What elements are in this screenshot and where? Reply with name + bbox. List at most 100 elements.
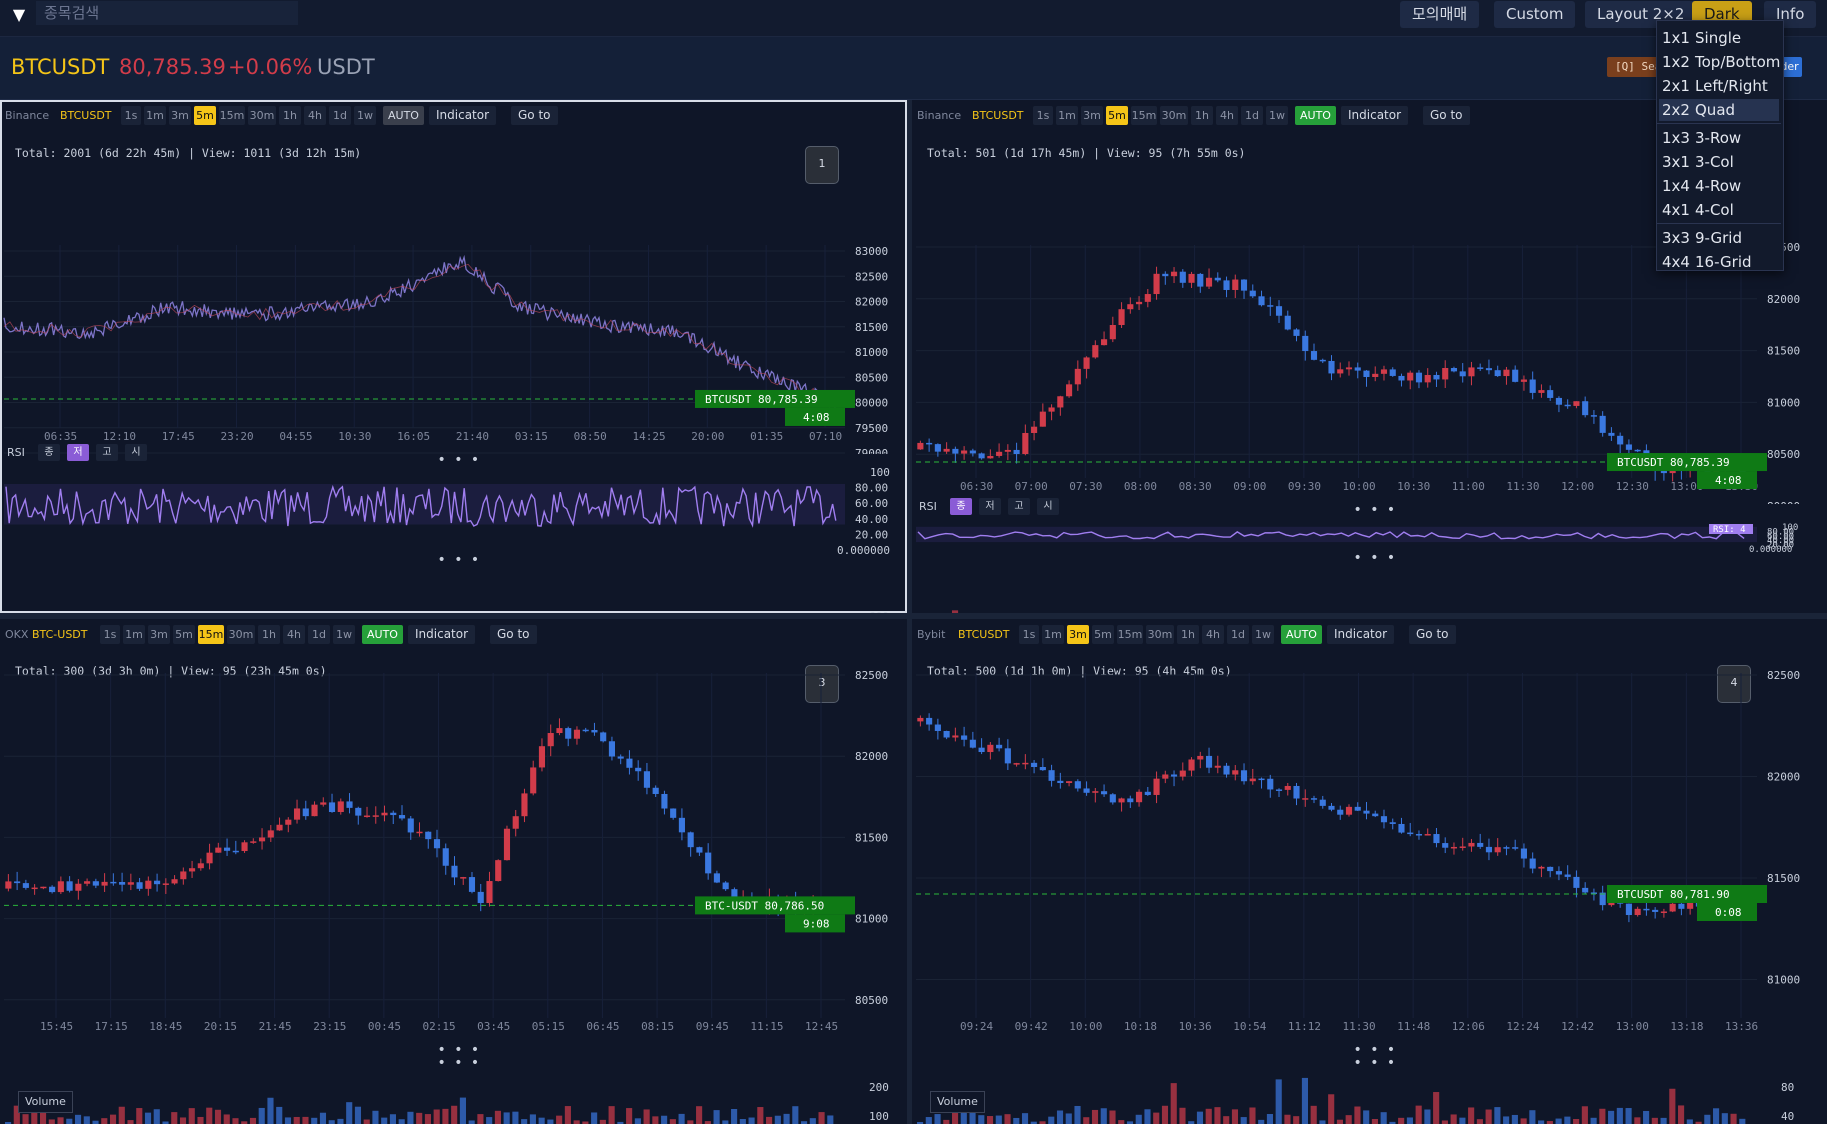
timeframe-1w[interactable]: 1w	[354, 106, 376, 125]
timeframe-1s[interactable]: 1s	[100, 625, 120, 644]
timeframe-1w[interactable]: 1w	[1266, 106, 1288, 125]
timeframe-1w[interactable]: 1w	[1252, 625, 1274, 644]
timeframe-30m[interactable]: 30m	[1160, 106, 1188, 125]
timeframe-1m[interactable]: 1m	[1042, 625, 1064, 644]
timeframe-1h[interactable]: 1h	[279, 106, 301, 125]
timeframe-1d[interactable]: 1d	[329, 106, 351, 125]
timeframe-5m[interactable]: 5m	[173, 625, 195, 644]
indicator-button[interactable]: Indicator	[429, 106, 497, 125]
timeframe-3m[interactable]: 3m	[1081, 106, 1103, 125]
custom-button[interactable]: Custom	[1494, 1, 1576, 28]
indicator-button[interactable]: Indicator	[1341, 106, 1409, 125]
pane-resize-handle[interactable]: • • •	[1353, 1042, 1398, 1058]
layout-option-1x4[interactable]: 1x4 4-Row	[1659, 175, 1779, 197]
indicator-button[interactable]: Indicator	[408, 625, 476, 644]
symbol-search-input[interactable]	[36, 1, 298, 25]
symbol-label[interactable]: BTCUSDT	[972, 109, 1024, 122]
timeframe-3m[interactable]: 3m	[1067, 625, 1089, 644]
panel-number-badge[interactable]: 4	[1717, 665, 1751, 703]
timeframe-1w[interactable]: 1w	[333, 625, 355, 644]
chart-panel-4[interactable]: Bybit BTCUSDT 1s 1m 3m 5m 15m 30m 1h 4h 1d 1w AUTO In…	[912, 619, 1827, 1124]
layout-button[interactable]: Layout 2×2	[1585, 1, 1697, 28]
timeframe-3m[interactable]: 3m	[148, 625, 170, 644]
rsi-source-3[interactable]: 시	[125, 444, 147, 461]
pane-resize-handle[interactable]: • • •	[437, 1042, 482, 1058]
timeframe-15m[interactable]: 15m	[1131, 106, 1157, 125]
timeframe-5m[interactable]: 5m	[1106, 106, 1128, 125]
layout-option-3x3[interactable]: 3x3 9-Grid	[1659, 227, 1779, 249]
layout-option-2x2[interactable]: 2x2 Quad	[1659, 99, 1779, 121]
rsi-source-2[interactable]: 고	[96, 444, 118, 461]
price-chart[interactable]: 825008200081500810008050009:2409:4210:00…	[912, 619, 1827, 1044]
pane-resize-handle[interactable]: • • •	[1353, 550, 1398, 566]
timeframe-1d[interactable]: 1d	[308, 625, 330, 644]
rsi-source-1[interactable]: 저	[979, 498, 1001, 515]
layout-option-4x1[interactable]: 4x1 4-Col	[1659, 199, 1779, 221]
timeframe-1h[interactable]: 1h	[1191, 106, 1213, 125]
chart-panel-3[interactable]: OKX BTC-USDT 1s 1m 3m 5m 15m 30m 1h 4h 1d 1w AUTO Ind…	[0, 619, 907, 1124]
rsi-source-2[interactable]: 고	[1008, 498, 1030, 515]
timeframe-1d[interactable]: 1d	[1227, 625, 1249, 644]
timeframe-15m[interactable]: 15m	[1117, 625, 1143, 644]
timeframe-1h[interactable]: 1h	[1177, 625, 1199, 644]
goto-button[interactable]: Go to	[1409, 625, 1456, 644]
rsi-chart[interactable]: 100 80.00 60.00 40.00 20.00 0.000000	[0, 466, 907, 556]
timeframe-5m[interactable]: 5m	[1092, 625, 1114, 644]
timeframe-30m[interactable]: 30m	[1146, 625, 1174, 644]
goto-button[interactable]: Go to	[511, 106, 558, 125]
pane-resize-handle[interactable]: • • •	[1353, 502, 1398, 518]
paper-trading-button[interactable]: 모의매매	[1400, 1, 1480, 28]
volume-chart[interactable]: 3002001000	[912, 608, 1827, 613]
timeframe-4h[interactable]: 4h	[283, 625, 305, 644]
timeframe-3m[interactable]: 3m	[169, 106, 191, 125]
timeframe-1m[interactable]: 1m	[123, 625, 145, 644]
timeframe-1s[interactable]: 1s	[1019, 625, 1039, 644]
panel-number-badge[interactable]: 3	[805, 665, 839, 703]
price-chart[interactable]: 83000 82500 82000 81500 81000 80500 80000 79500…	[0, 100, 907, 454]
panel-number-badge[interactable]: 1	[805, 146, 839, 184]
symbol-label[interactable]: BTCUSDT	[958, 628, 1010, 641]
layout-option-3x1[interactable]: 3x1 3-Col	[1659, 151, 1779, 173]
auto-scale-toggle[interactable]: AUTO	[362, 625, 403, 644]
rsi-source-0[interactable]: 종	[38, 444, 60, 461]
chart-panel-1[interactable]: Binance BTCUSDT 1s 1m 3m 5m 15m 30m 1h 4h 1d 1w AUTO…	[0, 100, 907, 613]
timeframe-1d[interactable]: 1d	[1241, 106, 1263, 125]
menu-toggle-icon[interactable]: ▼	[12, 5, 26, 24]
rsi-source-3[interactable]: 시	[1037, 498, 1059, 515]
volume-chart[interactable]: 80 40	[912, 1077, 1827, 1124]
timeframe-1s[interactable]: 1s	[121, 106, 141, 125]
panel-divider-vertical[interactable]	[907, 100, 912, 1124]
timeframe-4h[interactable]: 4h	[304, 106, 326, 125]
timeframe-1m[interactable]: 1m	[1056, 106, 1078, 125]
auto-scale-toggle[interactable]: AUTO	[1281, 625, 1322, 644]
pane-resize-handle[interactable]: • • •	[437, 552, 482, 568]
layout-option-2x1[interactable]: 2x1 Left/Right	[1659, 75, 1779, 97]
volume-chart[interactable]: 200 100	[0, 1077, 907, 1124]
symbol-label[interactable]: BTCUSDT	[60, 109, 112, 122]
price-chart[interactable]: 82500820008150081000805008000006:3007:00…	[912, 100, 1827, 504]
indicator-button[interactable]: Indicator	[1327, 625, 1395, 644]
timeframe-15m[interactable]: 15m	[198, 625, 224, 644]
timeframe-1s[interactable]: 1s	[1033, 106, 1053, 125]
rsi-source-0[interactable]: 종	[950, 498, 972, 515]
price-chart[interactable]: 82500820008150081000805008000015:4517:15…	[0, 619, 907, 1044]
goto-button[interactable]: Go to	[490, 625, 537, 644]
timeframe-1m[interactable]: 1m	[144, 106, 166, 125]
layout-option-1x1[interactable]: 1x1 Single	[1659, 27, 1779, 49]
symbol-label[interactable]: BTC-USDT	[32, 628, 88, 641]
pane-resize-handle[interactable]: • • •	[437, 1055, 482, 1071]
pane-resize-handle[interactable]: • • •	[1353, 1055, 1398, 1071]
layout-option-4x4[interactable]: 4x4 16-Grid	[1659, 251, 1779, 273]
goto-button[interactable]: Go to	[1423, 106, 1470, 125]
timeframe-5m[interactable]: 5m	[194, 106, 216, 125]
auto-scale-toggle[interactable]: AUTO	[1295, 106, 1336, 125]
timeframe-30m[interactable]: 30m	[227, 625, 255, 644]
layout-option-1x2[interactable]: 1x2 Top/Bottom	[1659, 51, 1780, 73]
timeframe-30m[interactable]: 30m	[248, 106, 276, 125]
pane-resize-handle[interactable]: • • •	[437, 452, 482, 468]
rsi-source-1[interactable]: 저	[67, 444, 89, 461]
volume-chart[interactable]: 6004002000	[0, 606, 907, 613]
panel-divider-horizontal[interactable]	[0, 613, 1827, 619]
timeframe-4h[interactable]: 4h	[1202, 625, 1224, 644]
